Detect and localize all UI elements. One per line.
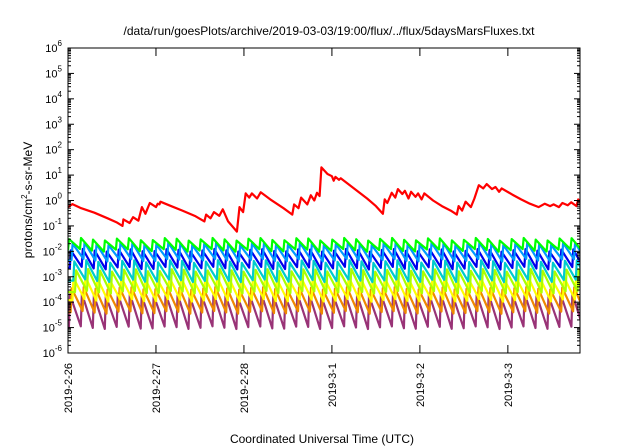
y-tick-exponent: 3	[58, 115, 63, 124]
x-tick-label: 2019-3-3	[503, 363, 515, 407]
y-axis-label-main: protons/cm	[21, 199, 35, 258]
series-line-3	[68, 247, 580, 271]
y-tick-label: 106	[45, 39, 62, 55]
y-tick-exponent: 1	[58, 166, 63, 175]
y-tick-label: 104	[45, 90, 62, 106]
y-tick-exponent: -2	[55, 242, 63, 251]
y-tick-base: 10	[45, 196, 57, 208]
y-tick-exponent: -6	[55, 344, 63, 353]
y-tick-base: 10	[45, 94, 57, 106]
y-axis-label: protons/cm2-s-sr-MeV	[20, 142, 35, 258]
y-tick-label: 10-1	[43, 217, 63, 233]
y-tick-base: 10	[43, 221, 55, 233]
y-axis-label-units: -s-sr-MeV	[21, 142, 35, 195]
y-tick-label: 10-6	[43, 344, 63, 360]
y-tick-label: 102	[45, 141, 62, 157]
y-tick-base: 10	[45, 119, 57, 131]
x-tick-label: 2019-2-27	[151, 363, 163, 413]
y-tick-label: 10-3	[43, 268, 63, 284]
axes-layer: 10-610-510-410-310-210-11001011021031041…	[43, 39, 581, 413]
y-tick-label: 10-4	[43, 293, 63, 309]
y-tick-exponent: -3	[55, 268, 63, 277]
series-line-1	[68, 236, 580, 253]
y-tick-label: 10-5	[43, 319, 63, 335]
y-tick-exponent: -1	[55, 217, 63, 226]
series-layer	[68, 166, 580, 331]
y-tick-base: 10	[45, 43, 57, 55]
x-tick-label: 2019-3-1	[327, 363, 339, 407]
x-tick-label: 2019-2-26	[63, 363, 75, 413]
y-tick-exponent: -5	[55, 319, 63, 328]
y-tick-exponent: 5	[58, 64, 63, 73]
series-line-5	[68, 267, 580, 295]
x-axis-label: Coordinated Universal Time (UTC)	[230, 432, 414, 446]
y-tick-base: 10	[45, 145, 57, 157]
series-line-0	[68, 166, 580, 233]
series-line-7	[68, 286, 580, 315]
y-tick-label: 10-2	[43, 242, 63, 258]
series-line-4	[68, 259, 580, 284]
y-tick-exponent: 2	[58, 141, 63, 150]
y-tick-base: 10	[43, 297, 55, 309]
y-tick-label: 103	[45, 115, 62, 131]
x-tick-label: 2019-2-28	[239, 363, 251, 413]
y-tick-base: 10	[45, 170, 57, 182]
y-tick-exponent: 4	[58, 90, 63, 99]
y-tick-base: 10	[43, 272, 55, 284]
y-axis-label-superscript: 2	[20, 194, 29, 199]
x-tick-label: 2019-3-2	[415, 363, 427, 407]
y-tick-exponent: 0	[58, 192, 63, 201]
y-tick-base: 10	[43, 348, 55, 360]
y-tick-label: 100	[45, 192, 62, 208]
chart-title: /data/run/goesPlots/archive/2019-03-03/1…	[124, 24, 536, 38]
y-tick-label: 101	[45, 166, 62, 182]
y-tick-base: 10	[43, 246, 55, 258]
y-tick-base: 10	[43, 323, 55, 335]
y-tick-exponent: -4	[55, 293, 63, 302]
y-tick-exponent: 6	[58, 39, 63, 48]
y-tick-base: 10	[45, 68, 57, 80]
y-tick-label: 105	[45, 64, 62, 80]
